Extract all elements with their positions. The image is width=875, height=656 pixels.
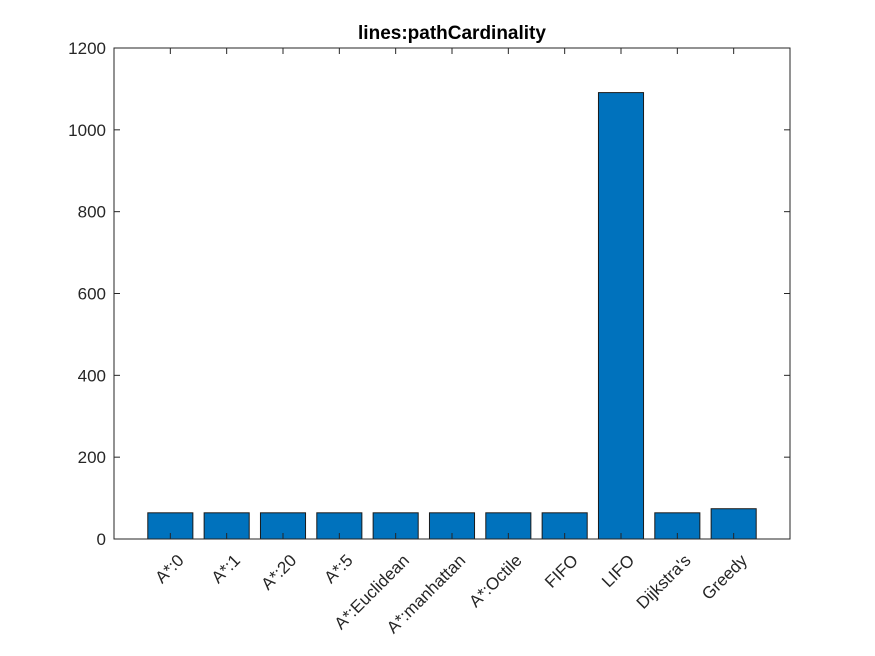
bars-group xyxy=(147,92,757,540)
axes-frame xyxy=(113,47,791,540)
y-tick-label: 0 xyxy=(97,530,106,549)
x-tick-label: A*:20 xyxy=(257,551,300,594)
chart-title: lines:pathCardinality xyxy=(358,23,546,44)
x-tick-label: A*:Octile xyxy=(465,551,525,611)
y-tick-label: 1200 xyxy=(68,39,106,58)
y-axis-ticks: 0 200 400 600 800 1000 1200 xyxy=(68,39,790,549)
y-tick-label: 1000 xyxy=(68,121,106,140)
x-tick-label: A*:0 xyxy=(151,551,187,587)
plot-box xyxy=(113,47,791,540)
x-tick-label: Greedy xyxy=(698,551,751,604)
y-tick-label: 600 xyxy=(78,285,106,304)
bar-9 xyxy=(597,92,645,540)
y-tick-label: 400 xyxy=(78,366,106,385)
y-tick-label: 800 xyxy=(78,203,106,222)
x-tick-label: A*:1 xyxy=(208,551,244,587)
x-tick-label: Dijkstra's xyxy=(633,551,695,613)
y-tick-label: 200 xyxy=(78,448,106,467)
x-tick-label: LIFO xyxy=(598,551,638,591)
x-axis-ticks: A*:0 A*:1 A*:20 A*:5A*:EuclideanA*:manhatta… xyxy=(151,48,751,637)
x-tick-label: FIFO xyxy=(541,551,582,592)
x-tick-label: A*:5 xyxy=(320,551,356,587)
